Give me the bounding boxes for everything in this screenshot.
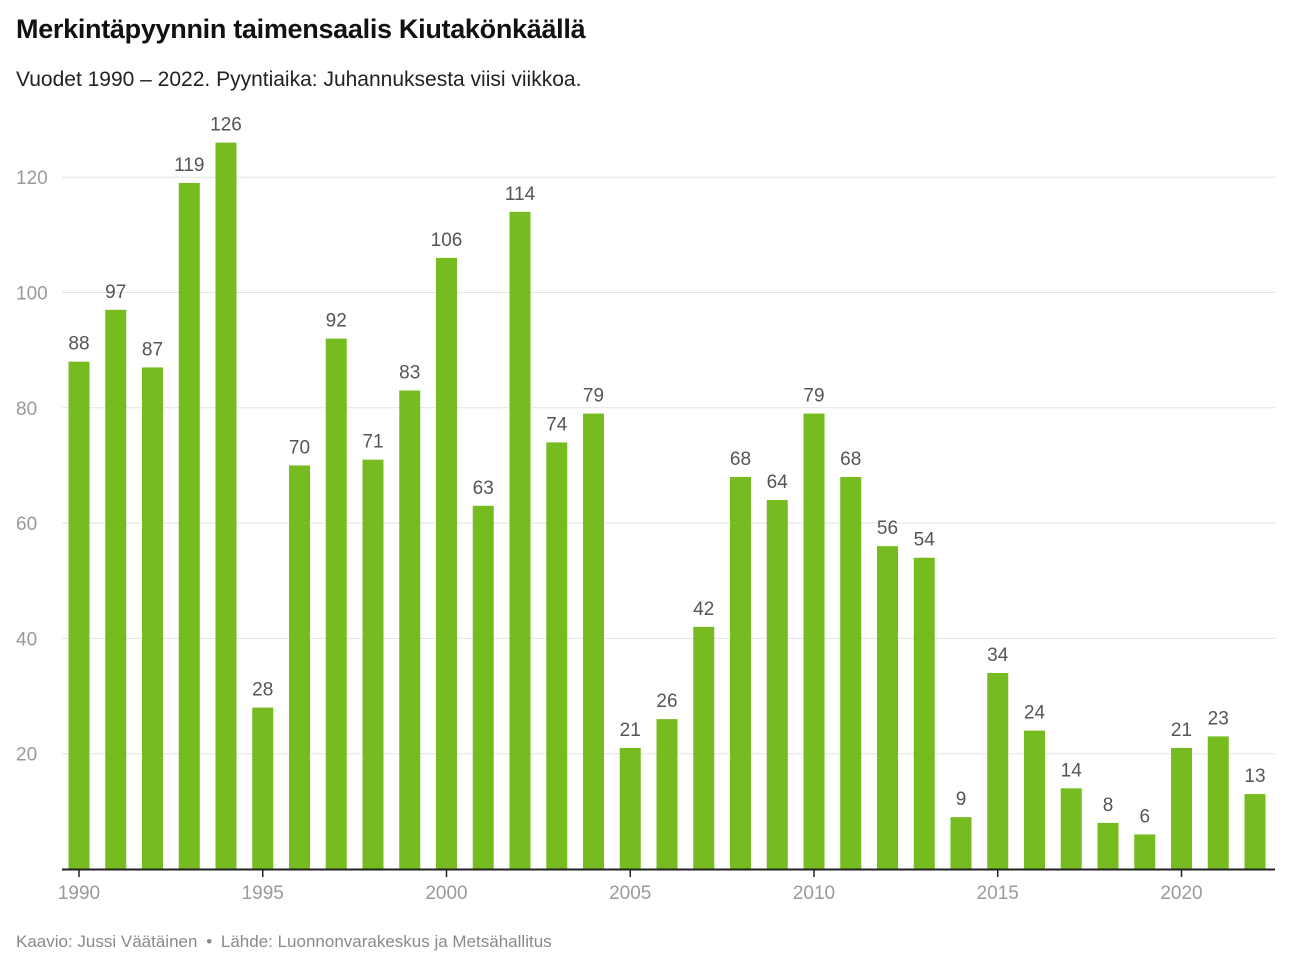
bar-value-label: 63 <box>473 478 494 499</box>
bar-2021 <box>1207 736 1229 869</box>
bar-1994 <box>215 142 237 870</box>
bar-value-label: 97 <box>105 282 126 303</box>
x-tick-label: 2015 <box>977 883 1019 904</box>
x-tick-label: 2005 <box>609 883 651 904</box>
y-tick-label: 80 <box>16 399 37 420</box>
bar-2017 <box>1060 788 1082 869</box>
y-tick-label: 20 <box>16 745 37 766</box>
y-tick-label: 100 <box>16 284 48 305</box>
bar-1997 <box>325 338 347 869</box>
bar-value-label: 106 <box>431 230 463 251</box>
y-axis-ticks: 20 40 60 80 100 120 <box>16 168 48 766</box>
bar-1999 <box>399 390 421 869</box>
bar-value-label: 83 <box>399 363 420 384</box>
bar-value-label: 68 <box>840 449 861 470</box>
x-tick-label: 1990 <box>58 883 100 904</box>
bars <box>68 142 1266 870</box>
bar-1993 <box>178 182 200 870</box>
bar-value-label: 87 <box>142 339 163 360</box>
bar-value-label: 79 <box>583 386 604 407</box>
bar-value-label: 24 <box>1024 703 1046 724</box>
bar-2020 <box>1171 747 1192 869</box>
y-tick-label: 40 <box>16 629 37 650</box>
x-tick-label: 2020 <box>1160 883 1202 904</box>
bar-value-label: 92 <box>326 311 347 332</box>
bar-2000 <box>436 257 457 869</box>
bar-value-label: 8 <box>1103 795 1114 816</box>
y-tick-label: 120 <box>16 168 48 189</box>
bar-2016 <box>1024 730 1045 869</box>
bar-value-label: 88 <box>68 334 89 355</box>
source-credit: Lähde: Luonnonvarakeskus ja Metsähallitu… <box>220 932 552 951</box>
bar-value-label: 21 <box>1171 720 1192 741</box>
bar-value-label: 119 <box>174 155 204 176</box>
bar-1991 <box>105 309 127 869</box>
bar-1996 <box>289 465 310 869</box>
bar-2014 <box>950 817 972 869</box>
bar-value-label: 26 <box>656 691 677 712</box>
bar-2009 <box>766 500 788 869</box>
bar-2013 <box>913 557 935 869</box>
bar-value-label: 42 <box>693 599 714 620</box>
chart-title: Merkintäpyynnin taimensaalis Kiutakönkää… <box>16 14 586 44</box>
bar-1998 <box>362 459 384 869</box>
credits: Kaavio: Jussi Väätäinen • Lähde: Luonnon… <box>16 932 552 952</box>
bar-2015 <box>987 672 1009 869</box>
bar-value-label: 21 <box>620 720 641 741</box>
x-tick-label: 2000 <box>425 883 467 904</box>
bar-value-label: 126 <box>210 115 242 136</box>
bar-2008 <box>730 476 751 869</box>
bar-2007 <box>693 626 715 869</box>
bar-value-label: 23 <box>1208 708 1229 729</box>
bar-value-label: 54 <box>914 530 936 551</box>
bar-chart: 20 40 60 80 100 120 88 97 87 119 126 28 70 92 71 83 106… <box>16 115 1275 904</box>
bar-2011 <box>840 476 862 869</box>
y-tick-label: 60 <box>16 514 37 535</box>
bar-value-label: 9 <box>956 789 967 810</box>
bar-2004 <box>583 413 604 869</box>
bar-value-label: 34 <box>987 645 1009 666</box>
bar-2003 <box>546 442 568 869</box>
bar-2010 <box>803 413 825 869</box>
bar-value-label: 64 <box>767 472 789 493</box>
bar-2002 <box>509 211 531 870</box>
bar-value-label: 74 <box>546 414 568 435</box>
bar-2006 <box>656 719 678 869</box>
gridlines <box>62 176 1275 755</box>
bar-value-label: 28 <box>252 680 273 701</box>
x-axis-ticks: 1990 1995 2000 2005 2010 2015 2020 <box>58 870 1203 904</box>
bar-1995 <box>252 707 274 869</box>
bar-1992 <box>142 367 163 869</box>
bar-2018 <box>1097 822 1119 869</box>
x-tick-label: 1995 <box>242 883 284 904</box>
bar-value-label: 6 <box>1139 806 1150 827</box>
bar-value-label: 14 <box>1061 760 1083 781</box>
bar-2019 <box>1134 834 1156 869</box>
author-credit: Kaavio: Jussi Väätäinen <box>16 932 198 951</box>
bar-value-label: 71 <box>362 432 383 453</box>
x-tick-label: 2010 <box>793 883 835 904</box>
bar-2012 <box>877 546 898 869</box>
chart-subtitle: Vuodet 1990 – 2022. Pyyntiaika: Juhannuk… <box>16 68 582 91</box>
bar-value-labels: 88 97 87 119 126 28 70 92 71 83 106 63 114 74 79 21 26 42… <box>68 115 1265 828</box>
bar-value-label: 114 <box>505 184 536 205</box>
bar-value-label: 79 <box>803 386 824 407</box>
credit-separator: • <box>206 932 213 951</box>
bar-2005 <box>619 747 641 869</box>
bar-value-label: 13 <box>1244 766 1265 787</box>
bar-2022 <box>1244 794 1266 869</box>
bar-1990 <box>68 361 90 869</box>
bar-2001 <box>472 505 494 869</box>
bar-value-label: 56 <box>877 518 898 539</box>
bar-value-label: 68 <box>730 449 751 470</box>
bar-value-label: 70 <box>289 437 310 458</box>
